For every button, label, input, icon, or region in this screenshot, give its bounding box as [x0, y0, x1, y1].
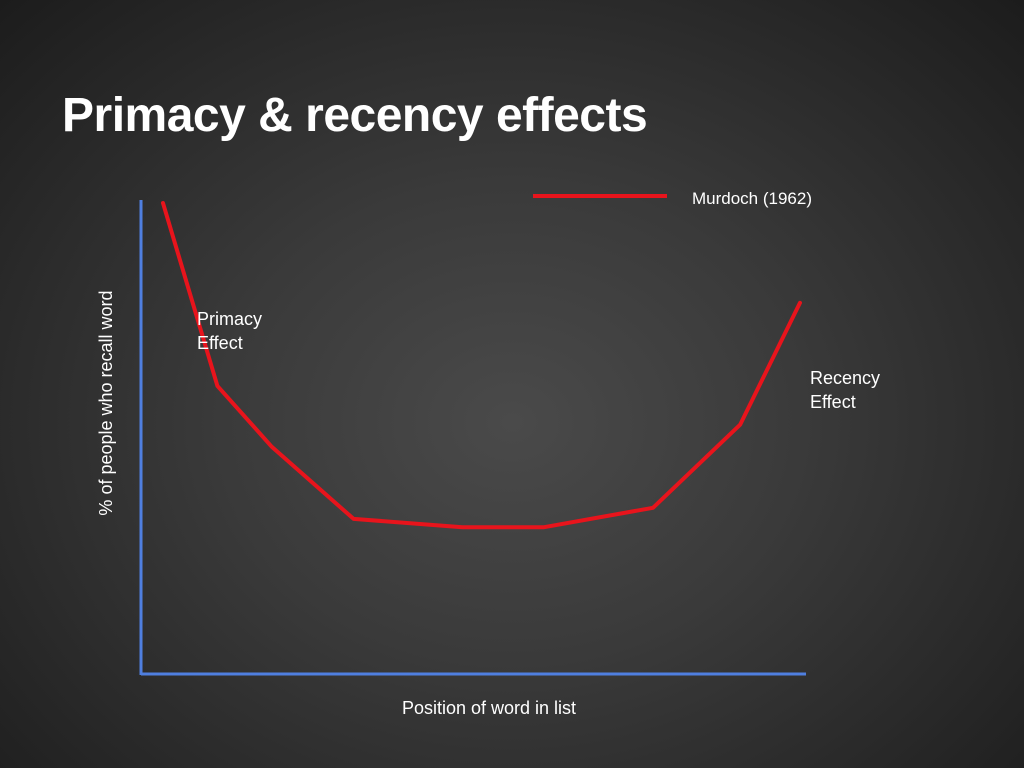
annotation-recency-line1: Recency	[810, 368, 880, 388]
legend-label: Murdoch (1962)	[692, 189, 812, 208]
x-axis-label: Position of word in list	[402, 698, 576, 718]
annotation-recency-line2: Effect	[810, 392, 856, 412]
annotation-primacy-line1: Primacy	[197, 309, 262, 329]
series-line-murdoch	[161, 201, 802, 530]
annotation-primacy-line2: Effect	[197, 333, 243, 353]
slide-title: Primacy & recency effects	[62, 89, 648, 142]
y-axis-label: % of people who recall word	[96, 290, 116, 515]
